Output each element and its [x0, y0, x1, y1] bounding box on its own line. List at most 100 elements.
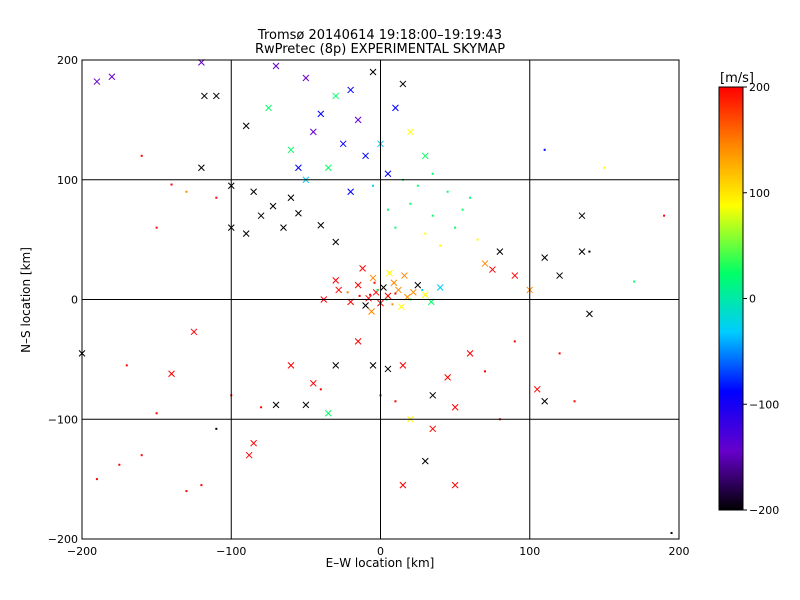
point-dot — [439, 244, 442, 247]
x-tick-label: −100 — [216, 545, 246, 558]
point-cross-stroke — [414, 281, 422, 289]
point-cross — [272, 62, 280, 70]
point-cross — [242, 230, 250, 237]
point-cross-stroke — [369, 362, 377, 369]
point-dot — [633, 280, 636, 283]
point-cross — [384, 170, 392, 178]
point-cross-stroke — [409, 288, 417, 296]
y-tick-label: 200 — [57, 54, 78, 67]
point-cross-stroke — [399, 362, 407, 369]
point-cross — [451, 481, 459, 489]
point-dot — [95, 478, 98, 481]
point-dot — [386, 208, 389, 211]
y-axis-label: N–S location [km] — [19, 247, 33, 353]
point-cross — [365, 294, 372, 302]
point-cross-stroke — [245, 451, 253, 459]
chart-title: Tromsø 20140614 19:18:00–19:19:43 — [257, 28, 502, 43]
point-cross — [280, 224, 287, 232]
point-cross-stroke — [280, 224, 287, 232]
point-cross-stroke — [481, 260, 489, 267]
point-cross-stroke — [354, 338, 362, 345]
point-cross — [257, 212, 265, 220]
point-cross-stroke — [242, 230, 250, 237]
point-cross-stroke — [309, 128, 317, 136]
point-dot — [155, 226, 158, 229]
point-dot — [118, 463, 121, 466]
point-dot — [170, 183, 173, 186]
point-cross — [409, 288, 417, 296]
point-cross-stroke — [395, 286, 402, 294]
point-cross-stroke — [269, 202, 277, 210]
point-dot — [603, 166, 606, 169]
point-cross-stroke — [190, 328, 198, 336]
y-tick-label: 100 — [57, 174, 78, 187]
point-dot — [573, 400, 576, 403]
point-cross — [332, 276, 340, 284]
point-cross — [444, 373, 452, 381]
point-dot — [369, 293, 372, 296]
plot-area — [78, 59, 680, 540]
point-cross-stroke — [384, 170, 392, 178]
point-cross — [332, 92, 340, 100]
y-tick-label: 0 — [71, 294, 78, 307]
point-cross — [489, 266, 496, 273]
point-cross — [380, 284, 387, 291]
point-cross — [190, 328, 198, 336]
point-cross — [354, 281, 362, 289]
point-cross-stroke — [108, 73, 116, 81]
point-cross — [309, 379, 317, 387]
point-cross — [368, 308, 375, 315]
y-tick-label: −200 — [48, 533, 78, 546]
x-tick-label: 0 — [377, 545, 384, 558]
point-cross — [496, 248, 504, 255]
point-cross-stroke — [272, 62, 280, 70]
point-cross — [451, 403, 459, 411]
point-cross — [295, 209, 302, 217]
point-cross-stroke — [429, 425, 437, 433]
point-cross-stroke — [250, 439, 257, 447]
point-cross-stroke — [332, 276, 340, 284]
point-cross — [242, 122, 250, 130]
point-cross — [390, 279, 398, 287]
point-dot — [454, 226, 457, 229]
point-cross — [421, 457, 429, 465]
point-cross — [309, 128, 317, 136]
point-cross — [429, 425, 437, 433]
point-cross — [586, 310, 593, 318]
point-cross-stroke — [347, 188, 355, 196]
point-dot — [319, 388, 322, 391]
point-cross-stroke — [347, 86, 355, 94]
point-cross — [386, 269, 393, 277]
point-cross — [201, 92, 208, 100]
point-cross — [354, 116, 362, 124]
point-cross — [481, 260, 489, 267]
point-cross — [578, 248, 586, 255]
point-dot — [431, 214, 434, 217]
point-cross-stroke — [317, 110, 325, 118]
point-cross — [436, 284, 444, 291]
point-dot — [558, 352, 561, 355]
point-cross-stroke — [451, 481, 459, 489]
point-cross — [168, 370, 175, 378]
point-dot — [543, 148, 546, 151]
point-cross-stroke — [380, 284, 387, 291]
point-cross-stroke — [578, 212, 586, 220]
y-axis-ticks: −200 −100 0 100 200 — [48, 54, 78, 546]
point-cross-stroke — [332, 238, 340, 246]
point-cross — [541, 397, 549, 405]
point-cross — [108, 73, 116, 81]
point-cross — [295, 164, 302, 172]
point-cross — [399, 80, 407, 88]
point-cross — [250, 439, 257, 447]
point-cross — [533, 385, 541, 393]
point-cross-stroke — [496, 248, 504, 255]
point-dot — [513, 340, 516, 343]
point-cross — [384, 292, 392, 300]
point-dot — [469, 196, 472, 199]
point-cross-stroke — [421, 152, 429, 160]
point-cross — [324, 164, 332, 172]
point-dot — [663, 214, 666, 217]
point-cross-stroke — [511, 272, 519, 279]
point-cross — [93, 78, 101, 85]
point-cross — [198, 164, 205, 172]
